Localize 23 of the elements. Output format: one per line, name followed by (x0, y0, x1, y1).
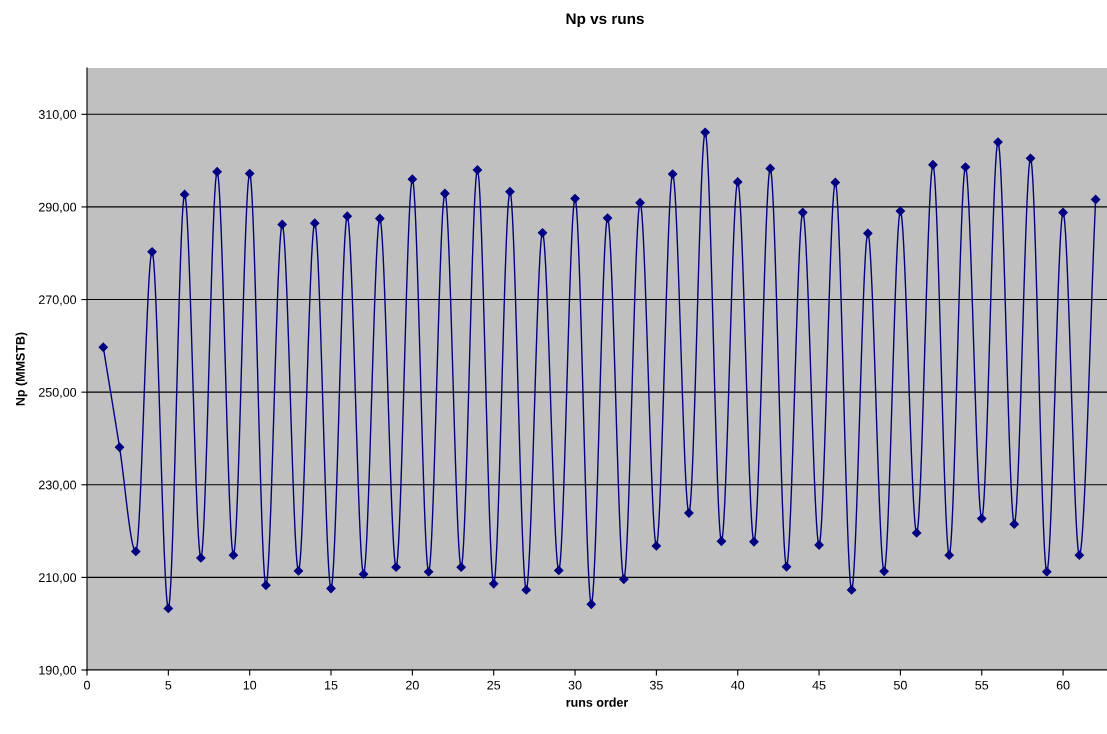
x-tick-label: 45 (812, 680, 826, 690)
y-tick-label: 230,00 (38, 480, 77, 491)
y-tick-label: 290,00 (38, 202, 77, 214)
y-tick-label: 210,00 (38, 573, 77, 584)
x-tick-label: 25 (487, 680, 501, 690)
x-tick-label: 0 (84, 680, 90, 690)
x-tick-label: 40 (731, 680, 745, 690)
x-tick-label: 30 (568, 680, 582, 690)
y-axis-title: Np (MMSTB) (15, 332, 28, 406)
y-tick-label: 190,00 (39, 665, 77, 677)
x-tick-label: 55 (975, 680, 989, 690)
x-tick-label: 10 (243, 680, 257, 690)
x-axis-title: runs order (566, 697, 629, 707)
x-tick-label: 50 (893, 680, 907, 690)
x-tick-label: 20 (406, 680, 419, 690)
x-tick-label: 15 (325, 680, 338, 690)
x-tick-label: 35 (649, 680, 663, 690)
x-tick-label: 5 (165, 680, 172, 690)
y-tick-label: 250,00 (38, 387, 77, 399)
y-tick-label: 310,00 (38, 110, 77, 121)
chart-title: Np vs runs (566, 13, 644, 28)
y-tick-label: 270,00 (38, 295, 77, 306)
x-tick-label: 60 (1056, 680, 1070, 690)
